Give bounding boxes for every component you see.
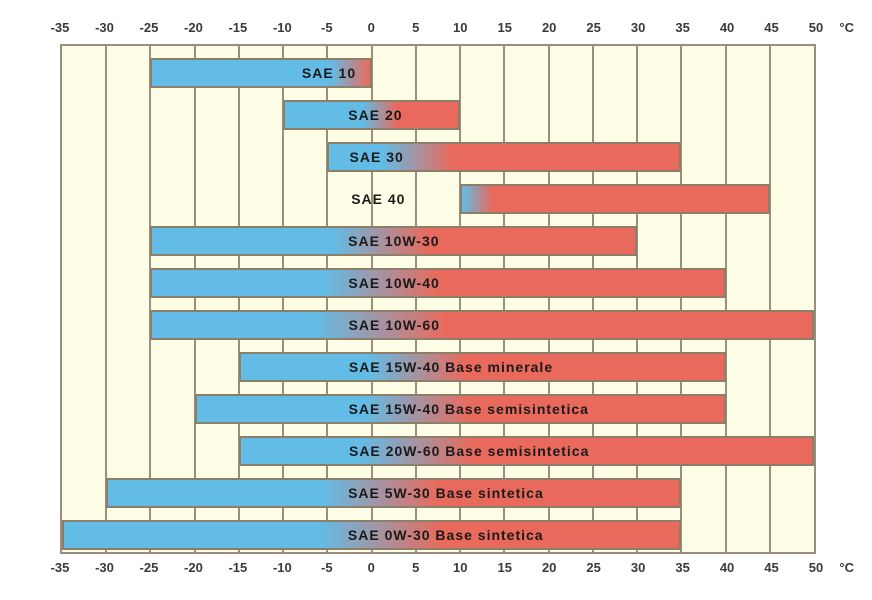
axis-tick: 50 (809, 560, 823, 575)
axis-tick: -25 (140, 560, 159, 575)
gridline (194, 46, 196, 552)
axis-tick: 5 (412, 560, 419, 575)
gridline (548, 46, 550, 552)
axis-tick: 15 (497, 560, 511, 575)
axis-tick: -15 (228, 560, 247, 575)
sae-temperature-chart: -35-30-25-20-15-10-505101520253035404550… (20, 20, 852, 578)
axis-tick: -20 (184, 20, 203, 35)
oil-grade-label: SAE 10 (302, 65, 356, 81)
axis-tick: -35 (51, 20, 70, 35)
oil-grade-bar: SAE 30 (327, 142, 681, 172)
oil-grade-label: SAE 30 (350, 149, 404, 165)
axis-tick: -5 (321, 20, 333, 35)
axis-tick: -15 (228, 20, 247, 35)
gridline (105, 46, 107, 552)
axis-unit-label: °C (839, 560, 854, 575)
oil-grade-bar: SAE 20 (283, 100, 460, 130)
gridline (149, 46, 151, 552)
oil-grade-bar: SAE 40 (460, 184, 770, 214)
axis-tick: 25 (586, 560, 600, 575)
axis-tick: 5 (412, 20, 419, 35)
oil-grade-label: SAE 5W-30 Base sintetica (348, 485, 544, 501)
axis-tick: -30 (95, 560, 114, 575)
axis-tick: -20 (184, 560, 203, 575)
axis-tick: 50 (809, 20, 823, 35)
oil-grade-bar: SAE 10W-60 (150, 310, 814, 340)
axis-unit-label: °C (839, 20, 854, 35)
oil-grade-bar: SAE 10 (150, 58, 371, 88)
axis-tick: -30 (95, 20, 114, 35)
oil-grade-label: SAE 15W-40 Base semisintetica (349, 401, 589, 417)
oil-grade-bar: SAE 10W-40 (150, 268, 725, 298)
oil-grade-bar: SAE 0W-30 Base sintetica (62, 520, 681, 550)
gridline (238, 46, 240, 552)
axis-tick: -5 (321, 560, 333, 575)
oil-grade-label: SAE 20 (348, 107, 402, 123)
axis-tick: 30 (631, 20, 645, 35)
oil-grade-label: SAE 10W-40 (348, 275, 439, 291)
axis-tick: 0 (368, 560, 375, 575)
oil-grade-label: SAE 0W-30 Base sintetica (348, 527, 544, 543)
gridline (769, 46, 771, 552)
axis-tick: 10 (453, 560, 467, 575)
axis-tick: 40 (720, 20, 734, 35)
oil-grade-bar: SAE 20W-60 Base semisintetica (239, 436, 814, 466)
axis-tick: -25 (140, 20, 159, 35)
axis-tick: 25 (586, 20, 600, 35)
gridline (503, 46, 505, 552)
gridline (680, 46, 682, 552)
axis-tick: 15 (497, 20, 511, 35)
plot-area: SAE 10 SAE 20 SAE 30 SAE 40 SAE 10W-30 SAE 10… (60, 44, 816, 554)
axis-tick: 0 (368, 20, 375, 35)
axis-tick: 35 (675, 560, 689, 575)
gridline (725, 46, 727, 552)
axis-tick: 45 (764, 560, 778, 575)
axis-tick: 45 (764, 20, 778, 35)
axis-tick: -10 (273, 20, 292, 35)
axis-tick: 20 (542, 20, 556, 35)
oil-grade-bar: SAE 15W-40 Base semisintetica (195, 394, 726, 424)
oil-grade-label: SAE 20W-60 Base semisintetica (349, 443, 589, 459)
oil-grade-bar: SAE 10W-30 (150, 226, 637, 256)
axis-tick: 40 (720, 560, 734, 575)
oil-grade-bar: SAE 15W-40 Base minerale (239, 352, 726, 382)
oil-grade-label: SAE 15W-40 Base minerale (349, 359, 553, 375)
axis-tick: 35 (675, 20, 689, 35)
oil-grade-label: SAE 40 (351, 191, 405, 207)
x-axis-bottom: -35-30-25-20-15-10-505101520253035404550… (60, 560, 816, 578)
gridline (636, 46, 638, 552)
axis-tick: 20 (542, 560, 556, 575)
axis-tick: -35 (51, 560, 70, 575)
axis-tick: 10 (453, 20, 467, 35)
oil-grade-bar: SAE 5W-30 Base sintetica (106, 478, 681, 508)
oil-grade-label: SAE 10W-60 (349, 317, 440, 333)
x-axis-top: -35-30-25-20-15-10-505101520253035404550… (60, 20, 816, 38)
axis-tick: 30 (631, 560, 645, 575)
axis-tick: -10 (273, 560, 292, 575)
gridline (592, 46, 594, 552)
oil-grade-label: SAE 10W-30 (348, 233, 439, 249)
